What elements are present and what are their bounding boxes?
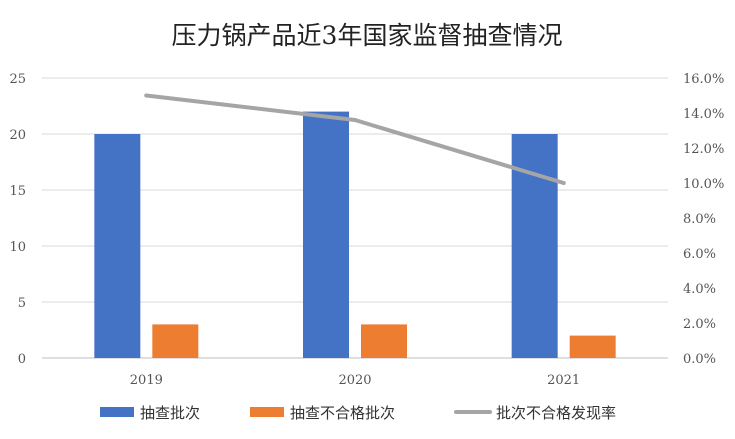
left-axis-ticks: 0 5 10 15 20 25 [9,72,26,367]
legend-label: 抽查批次 [140,404,200,422]
x-axis-tick-label: 2021 [547,373,580,388]
inspected-batches-bar [94,134,141,358]
legend-swatch [100,407,134,417]
gridlines [42,77,668,359]
bars [94,111,616,358]
x-axis-tick-label: 2019 [130,373,163,388]
left-axis-tick-label: 20 [9,128,26,143]
right-axis-tick-label: 14.0% [683,107,724,122]
x-axis-ticks: 2019 2020 2021 [130,373,580,388]
left-axis-tick-label: 10 [9,240,26,255]
right-axis-tick-label: 2.0% [683,317,716,332]
right-axis-tick-label: 12.0% [683,142,724,157]
right-axis-tick-label: 4.0% [683,282,716,297]
unqualified-batches-bar [569,335,616,358]
legend-label: 批次不合格发现率 [496,404,616,422]
left-axis-tick-label: 0 [18,352,26,367]
legend: 抽查批次 抽查不合格批次 批次不合格发现率 [100,404,616,422]
right-axis-tick-label: 6.0% [683,247,716,262]
unqualified-rate-point [561,181,566,185]
right-axis-ticks: 0.0% 2.0% 4.0% 6.0% 8.0% 10.0% 12.0% 14.0% 16.0% [683,72,724,367]
left-axis-tick-label: 25 [9,72,26,87]
unqualified-batches-bar [361,324,407,358]
right-axis-tick-label: 8.0% [683,212,716,227]
legend-swatch [250,407,284,417]
rate-line [144,93,566,185]
unqualified-rate-point [144,93,149,98]
inspected-batches-bar [303,111,349,358]
unqualified-batches-bar [152,324,199,358]
right-axis-tick-label: 0.0% [683,352,716,367]
right-axis-tick-label: 10.0% [683,177,724,192]
legend-label: 抽查不合格批次 [290,404,395,422]
chart-title: 压力锅产品近3年国家监督抽查情况 [172,21,563,50]
left-axis-tick-label: 15 [9,184,26,199]
unqualified-rate-point [353,118,357,122]
left-axis-tick-label: 5 [18,296,26,311]
x-axis-tick-label: 2020 [338,373,371,388]
right-axis-tick-label: 16.0% [683,72,724,87]
unqualified-rate-line [144,93,566,185]
